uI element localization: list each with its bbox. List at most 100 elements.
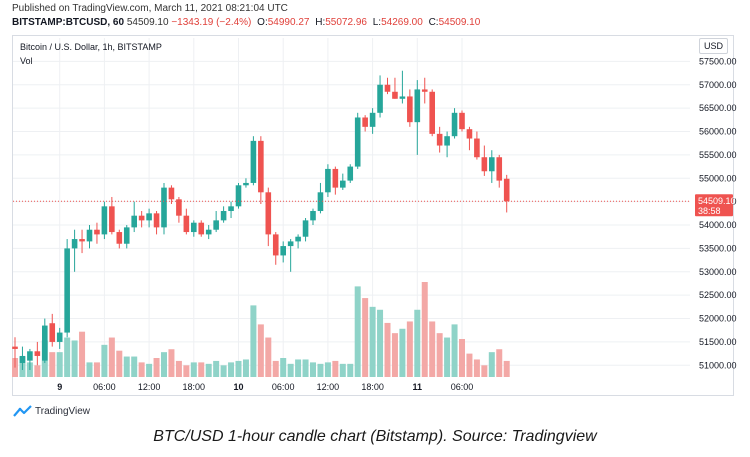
y-tick-label: 52000.00 <box>699 314 737 324</box>
tradingview-logo[interactable]: TradingView <box>13 404 90 418</box>
candle-body <box>71 239 78 249</box>
volume-bar <box>488 352 495 377</box>
volume-bar <box>324 362 331 377</box>
x-tick-label: 06:00 <box>451 382 474 392</box>
candle-body <box>429 91 435 134</box>
volume-bar <box>123 356 130 377</box>
volume-bar <box>161 352 167 377</box>
candlestick-chart[interactable]: 51000.00 51500.00 52000.00 52500.00 53000.00… <box>0 0 750 400</box>
volume-bar <box>228 362 235 377</box>
candle-body <box>451 112 458 137</box>
volume-bar <box>310 362 316 377</box>
x-tick-label: 10 <box>233 382 243 392</box>
last-price: 54509.10 <box>126 17 169 28</box>
candle-body <box>377 84 383 113</box>
candle-body <box>302 220 309 237</box>
candle-body <box>19 355 26 363</box>
volume-bar <box>466 353 473 377</box>
candle-body <box>176 199 182 216</box>
candle-body <box>407 96 413 123</box>
low-value: 54269.00 <box>381 17 423 28</box>
tradingview-logo-icon <box>13 405 32 417</box>
candle-body <box>153 213 160 228</box>
volume-bar <box>257 324 264 377</box>
x-tick-label: 18:00 <box>361 382 384 392</box>
volume-bar <box>146 363 153 377</box>
candle-body <box>42 325 48 361</box>
volume-bar <box>429 321 436 377</box>
volume-bar <box>287 363 294 377</box>
candle-body <box>123 227 130 244</box>
candle-body <box>474 138 480 158</box>
x-axis: 9 06:00 12:00 18:00 10 06:00 12:00 18:00 11 06:00 <box>57 382 473 392</box>
volume-bar <box>384 322 391 377</box>
volume-bar <box>496 349 503 377</box>
candle-body <box>354 117 361 167</box>
candle-body <box>340 180 346 188</box>
price-change: −1343.19 (−2.4%) <box>171 17 252 28</box>
volume-bar <box>220 365 227 377</box>
volume-bar <box>64 337 71 377</box>
candle-body <box>414 89 421 123</box>
candle-body <box>272 234 279 256</box>
x-tick-label: 18:00 <box>183 382 206 392</box>
candle-body <box>325 168 331 193</box>
candle-body <box>79 239 85 242</box>
volume-bar <box>406 321 413 377</box>
volume-bar <box>153 358 160 377</box>
candle-body <box>489 157 495 172</box>
volume-bar <box>56 352 63 377</box>
figure-caption: BTC/USD 1-hour candle chart (Bitstamp). … <box>153 428 597 445</box>
candle-body <box>362 117 368 127</box>
x-tick-label: 06:00 <box>93 382 116 392</box>
candle-body <box>94 229 100 235</box>
candle-body <box>205 229 212 235</box>
candle-body <box>287 241 294 247</box>
candle-body <box>146 213 152 221</box>
candle-body <box>258 140 264 193</box>
y-tick-label: 56000.00 <box>699 127 737 137</box>
x-tick-label: 11 <box>413 382 423 392</box>
candle-body <box>421 89 428 92</box>
volume-bar <box>444 337 451 377</box>
published-info: Published on TradingView.com, March 11, … <box>12 3 288 14</box>
x-tick-label: 12:00 <box>138 382 161 392</box>
candle-body <box>228 206 234 212</box>
x-tick-label: 12:00 <box>317 382 340 392</box>
low-label: L: <box>372 17 382 28</box>
volume-legend: Vol <box>20 56 33 66</box>
volume-bar <box>421 282 428 377</box>
currency-button[interactable]: USD <box>699 38 728 54</box>
volume-bar <box>242 359 249 377</box>
volume-bar <box>131 356 138 377</box>
price-tag-countdown: 38:58 <box>698 206 721 216</box>
candle-body <box>116 232 123 244</box>
open-label: O: <box>257 17 268 28</box>
volume-bar <box>317 363 324 377</box>
chart-frame[interactable] <box>12 35 734 396</box>
open-value: 54990.27 <box>267 17 310 28</box>
tradingview-logo-text: TradingView <box>35 405 91 417</box>
symbol-label: BITSTAMP:BTCUSD, 60 <box>12 17 125 28</box>
volume-bar <box>369 306 376 377</box>
volume-bar <box>190 362 197 377</box>
volume-bar <box>265 337 272 377</box>
volume-bar <box>79 331 86 377</box>
candle-body <box>101 206 108 235</box>
candle-body <box>86 229 93 242</box>
candle-body <box>198 222 205 235</box>
candle-body <box>168 187 175 200</box>
volume-bar <box>481 365 488 377</box>
candle-body <box>399 96 406 99</box>
y-tick-label: 57500.00 <box>699 56 737 66</box>
candle-body <box>131 215 137 228</box>
volume-bar <box>138 362 145 377</box>
candle-body <box>481 157 488 172</box>
candle-body <box>213 220 219 230</box>
candle-body <box>392 91 398 99</box>
candles-layer <box>12 70 510 370</box>
candle-body <box>191 222 197 233</box>
y-tick-label: 55000.00 <box>699 173 737 183</box>
chart-legend-title: Bitcoin / U.S. Dollar, 1h, BITSTAMP <box>20 42 162 52</box>
high-label: H: <box>315 17 326 28</box>
